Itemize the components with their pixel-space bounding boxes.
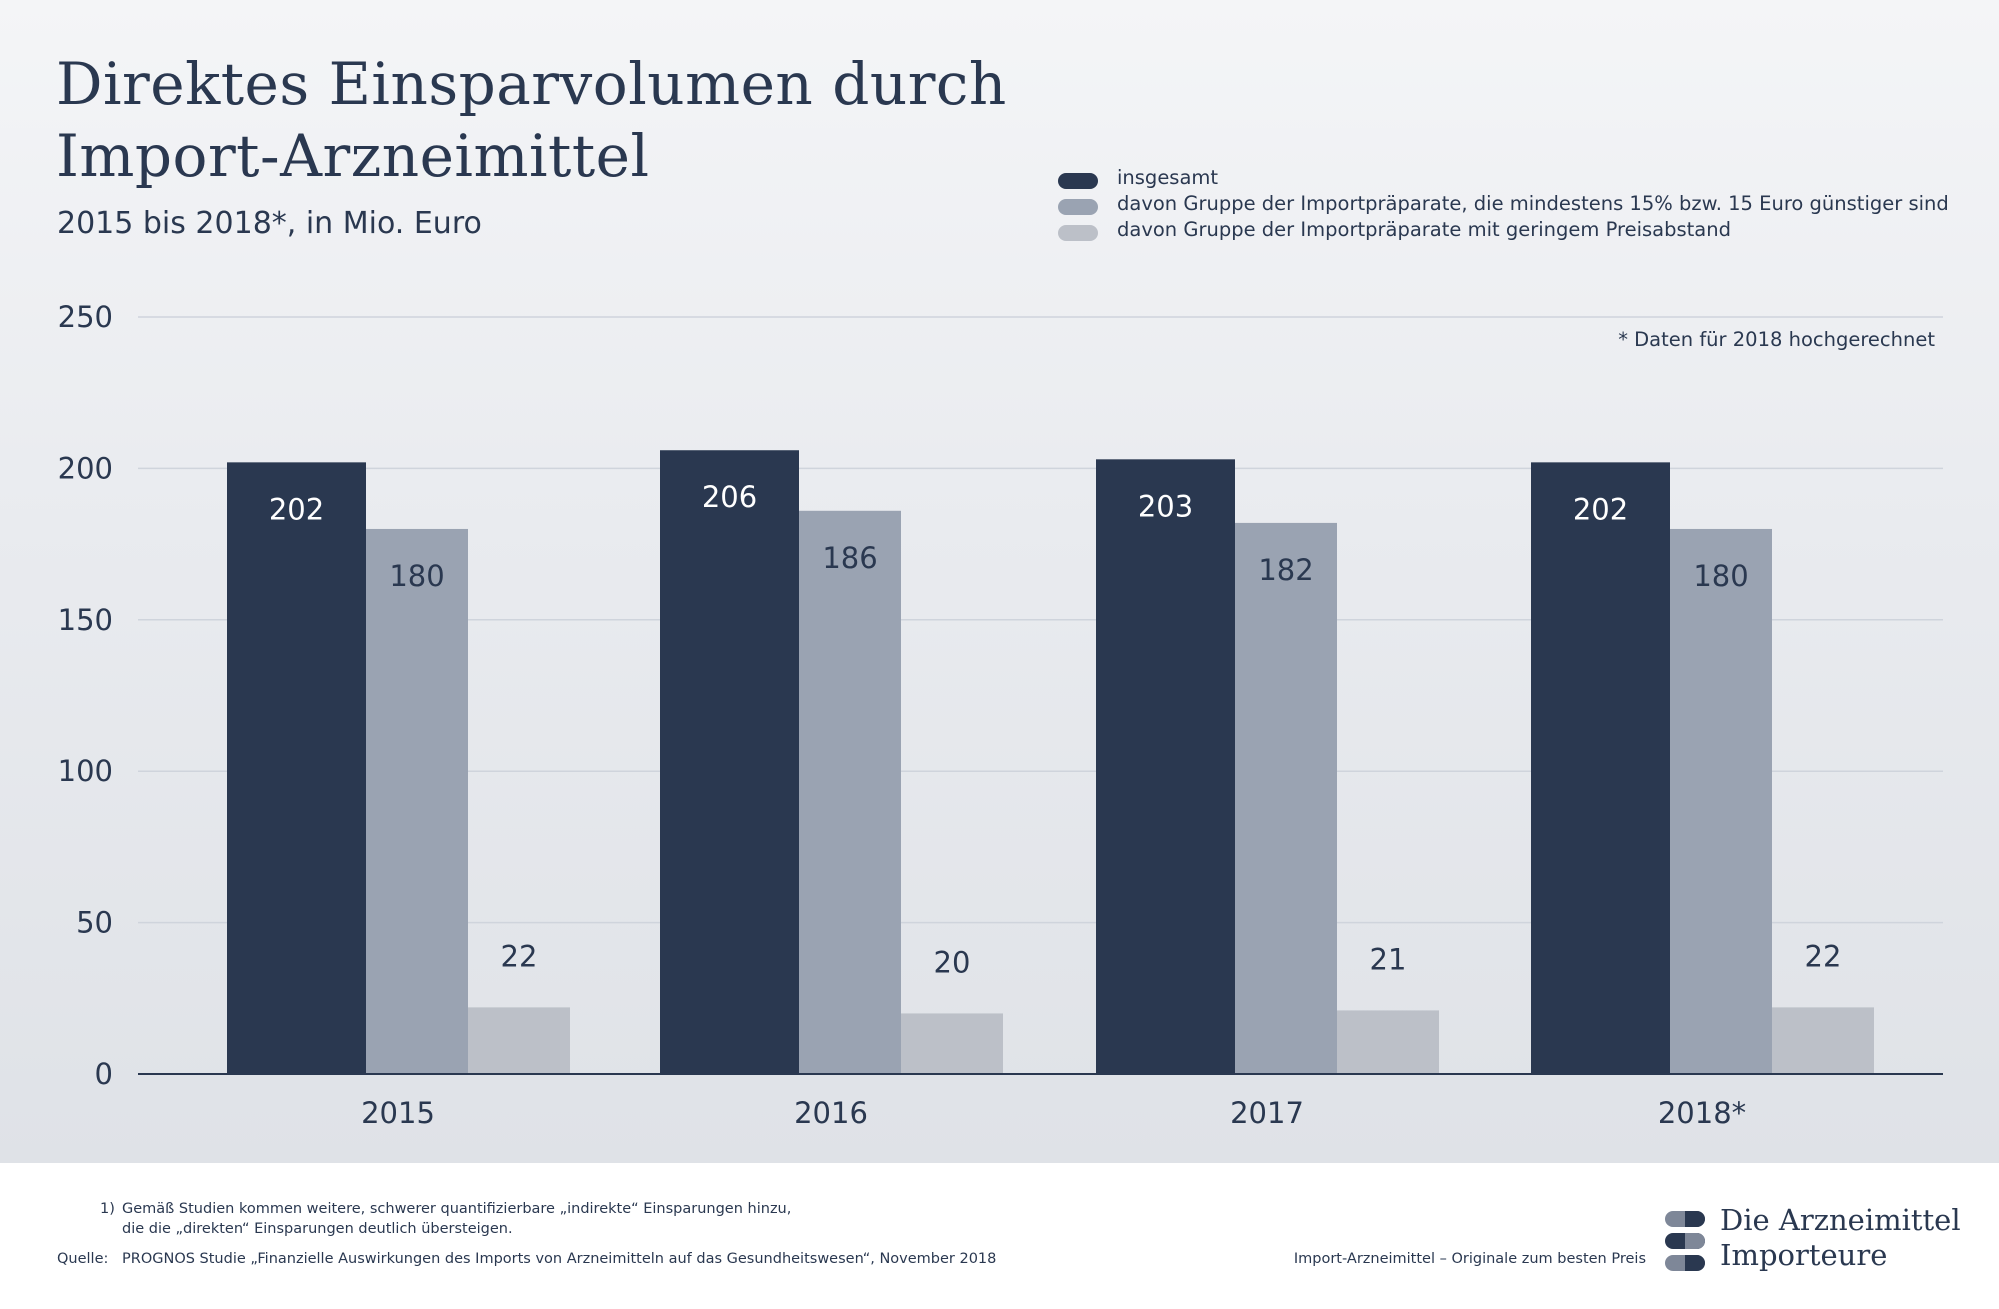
data-label-group-15-2016: 186: [822, 541, 877, 575]
y-tick-label-200: 200: [58, 451, 113, 485]
data-label-group-15-2018: 180: [1693, 559, 1748, 593]
source-line: Quelle: PROGNOS Studie „Finanzielle Auswi…: [57, 1251, 996, 1267]
data-label-group-low-2018: 22: [1805, 939, 1842, 973]
bar-group-low-2016: [901, 1013, 1003, 1074]
data-label-insgesamt-2016: 206: [702, 480, 757, 514]
title-line-1: Direktes Einsparvolumen durch: [56, 50, 1007, 118]
chart-subtitle: 2015 bis 2018*, in Mio. Euro: [57, 206, 482, 241]
title-line-2: Import-Arzneimittel: [56, 122, 650, 190]
source-label: Quelle:: [57, 1251, 109, 1267]
legend-swatch-group-15: [1058, 199, 1098, 215]
bar-group-15-2016: [799, 510, 901, 1074]
data-label-insgesamt-2017: 203: [1138, 489, 1193, 523]
bars: 202 180 22 206 186 20 203 182 21 202 180 22: [227, 450, 1874, 1074]
y-tick-label-50: 50: [76, 906, 113, 940]
x-axis-tick-labels: 2015 2016 2017 2018*: [361, 1096, 1746, 1130]
logo-pill-top: [1665, 1211, 1705, 1227]
bar-group-15-2017: [1235, 522, 1337, 1074]
x-tick-label-2015: 2015: [361, 1096, 435, 1130]
projection-note: * Daten für 2018 hochgerechnet: [1618, 328, 1935, 351]
y-tick-label-0: 0: [95, 1057, 113, 1091]
x-tick-label-2016: 2016: [794, 1096, 868, 1130]
brand-logo: Die Arzneimittel Importeure: [1665, 1203, 1975, 1273]
logo-pill-bottom: [1665, 1255, 1705, 1271]
source-text: PROGNOS Studie „Finanzielle Auswirkungen…: [122, 1251, 997, 1267]
legend-label-insgesamt: insgesamt: [1117, 166, 1219, 189]
chart-title: Direktes Einsparvolumen durch Import-Arz…: [56, 48, 1056, 192]
data-label-insgesamt-2015: 202: [269, 492, 324, 526]
footnote-marker: 1): [100, 1201, 115, 1217]
data-label-insgesamt-2018: 202: [1573, 492, 1628, 526]
pill-stack-icon: [1665, 1211, 1705, 1271]
data-label-group-low-2015: 22: [501, 939, 538, 973]
y-tick-label-100: 100: [58, 754, 113, 788]
footnote-line-2: die die „direkten“ Einsparungen deutlich…: [122, 1221, 513, 1237]
data-label-group-low-2017: 21: [1370, 942, 1407, 976]
bar-insgesamt-2016: [660, 450, 799, 1074]
y-tick-label-250: 250: [58, 300, 113, 334]
x-tick-label-2017: 2017: [1230, 1096, 1304, 1130]
legend-label-group-low: davon Gruppe der Importpräparate mit ger…: [1117, 218, 1731, 241]
data-label-group-15-2015: 180: [389, 559, 444, 593]
logo-line-2: Importeure: [1720, 1238, 1888, 1272]
bar-group-low-2018: [1772, 1007, 1874, 1074]
logo-text: Die Arzneimittel Importeure: [1720, 1203, 1961, 1273]
bar-group-low-2015: [468, 1007, 570, 1074]
data-label-group-low-2016: 20: [934, 945, 971, 979]
legend-swatch-group-low: [1058, 225, 1098, 241]
bar-group-low-2017: [1337, 1010, 1439, 1074]
bar-insgesamt-2015: [227, 462, 366, 1074]
y-tick-label-150: 150: [58, 603, 113, 637]
legend-swatch-insgesamt: [1058, 173, 1098, 189]
bar-chart: 0 50 100 150 200 250 202 180 22 206 186 20 203 182 21…: [58, 300, 1943, 1130]
x-tick-label-2018: 2018*: [1658, 1096, 1746, 1130]
tagline: Import-Arzneimittel – Originale zum best…: [1293, 1251, 1646, 1267]
logo-line-1: Die Arzneimittel: [1720, 1203, 1961, 1237]
bar-insgesamt-2018: [1531, 462, 1670, 1074]
logo-pill-middle: [1665, 1233, 1705, 1249]
bar-insgesamt-2017: [1096, 459, 1235, 1074]
legend-label-group-15: davon Gruppe der Importpräparate, die mi…: [1117, 192, 1949, 215]
y-axis-tick-labels: 0 50 100 150 200 250: [58, 300, 113, 1091]
footnote-line-1: Gemäß Studien kommen weitere, schwerer q…: [122, 1201, 792, 1217]
footnote: 1) Gemäß Studien kommen weitere, schwere…: [100, 1199, 791, 1239]
bar-group-15-2018: [1670, 528, 1772, 1074]
data-label-group-15-2017: 182: [1258, 553, 1313, 587]
bar-group-15-2015: [366, 528, 468, 1074]
